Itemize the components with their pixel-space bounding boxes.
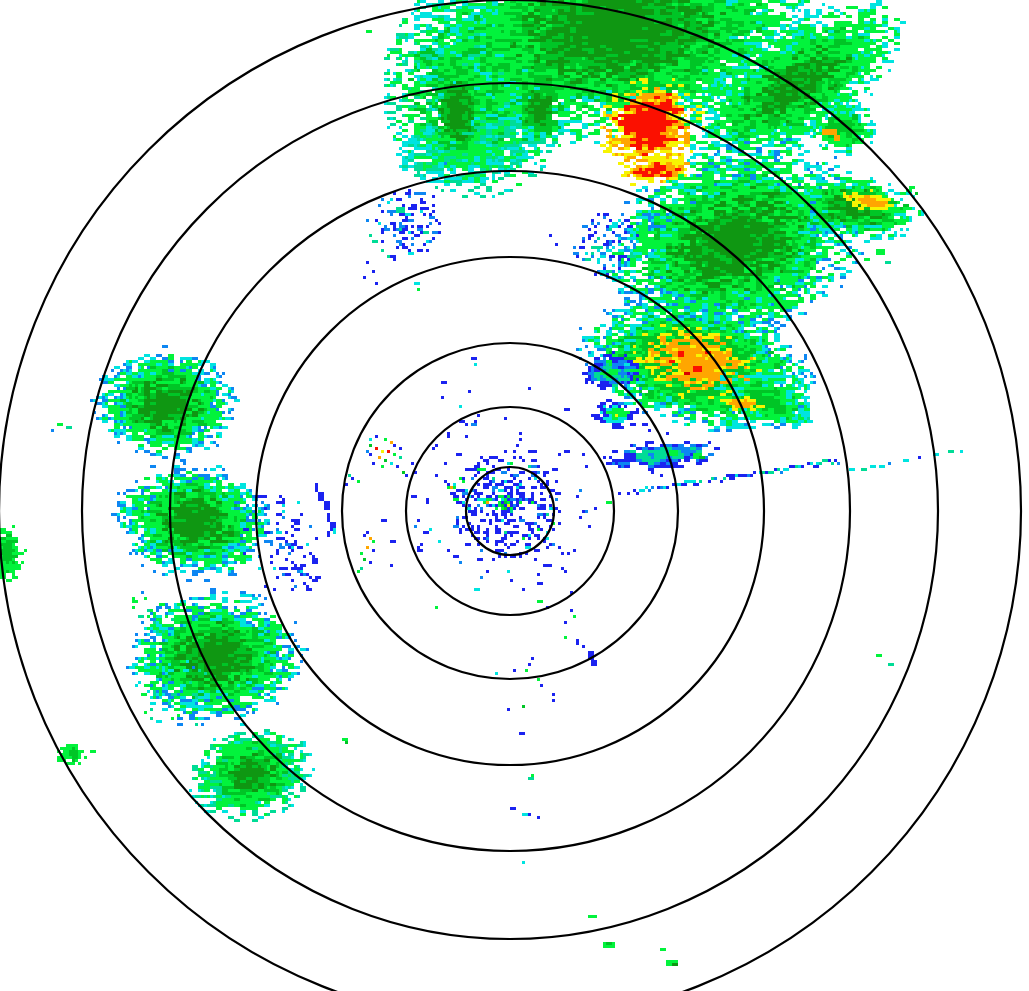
radar-viewport (0, 0, 1029, 991)
radar-reflectivity-canvas (0, 0, 1029, 991)
